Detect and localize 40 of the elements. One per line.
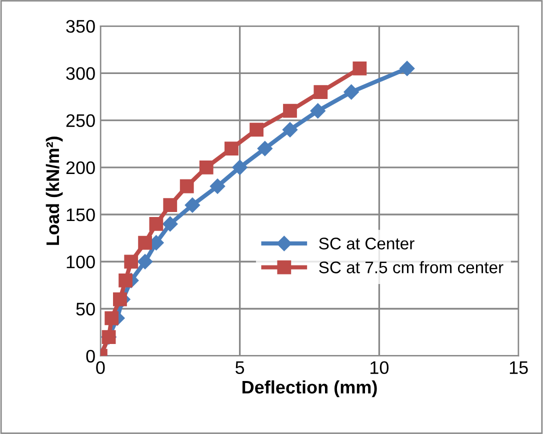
point xyxy=(257,140,272,156)
y-tick-label: 0 xyxy=(86,350,95,363)
y-tick-label: 200 xyxy=(66,161,95,174)
point xyxy=(344,84,359,100)
point xyxy=(118,274,132,288)
point xyxy=(250,122,264,137)
y-tick-label: 100 xyxy=(66,256,95,268)
legend-label: SC at 7.5 cm from center xyxy=(319,261,504,274)
point xyxy=(104,311,119,326)
x-tick-label: 15 xyxy=(510,361,528,374)
point xyxy=(184,198,200,213)
point xyxy=(137,254,153,270)
point xyxy=(282,122,298,138)
point xyxy=(314,85,328,99)
point xyxy=(162,216,178,232)
point xyxy=(149,217,164,231)
point xyxy=(113,292,127,306)
x-tick-label: 0 xyxy=(96,361,105,374)
x-tick-label: 5 xyxy=(236,361,244,374)
point xyxy=(224,142,238,156)
y-axis-title: Load (kN/m²) xyxy=(46,136,63,245)
point xyxy=(199,160,214,174)
point xyxy=(210,178,226,194)
point xyxy=(283,104,297,118)
y-tick-label: 250 xyxy=(66,114,95,127)
y-tick-label: 350 xyxy=(66,20,95,33)
y-tick-label: 300 xyxy=(66,67,95,80)
point xyxy=(138,236,152,250)
point xyxy=(163,198,178,212)
point xyxy=(310,103,326,118)
point xyxy=(352,62,367,76)
point xyxy=(124,254,138,269)
point xyxy=(400,60,415,76)
legend-label: SC at Center xyxy=(319,238,414,250)
y-tick-label: 150 xyxy=(66,208,95,222)
point xyxy=(180,179,194,194)
x-tick-label: 10 xyxy=(370,361,389,374)
point xyxy=(232,160,248,175)
x-axis-title: Deflection (mm) xyxy=(242,380,377,398)
y-tick-label: 50 xyxy=(76,302,95,316)
